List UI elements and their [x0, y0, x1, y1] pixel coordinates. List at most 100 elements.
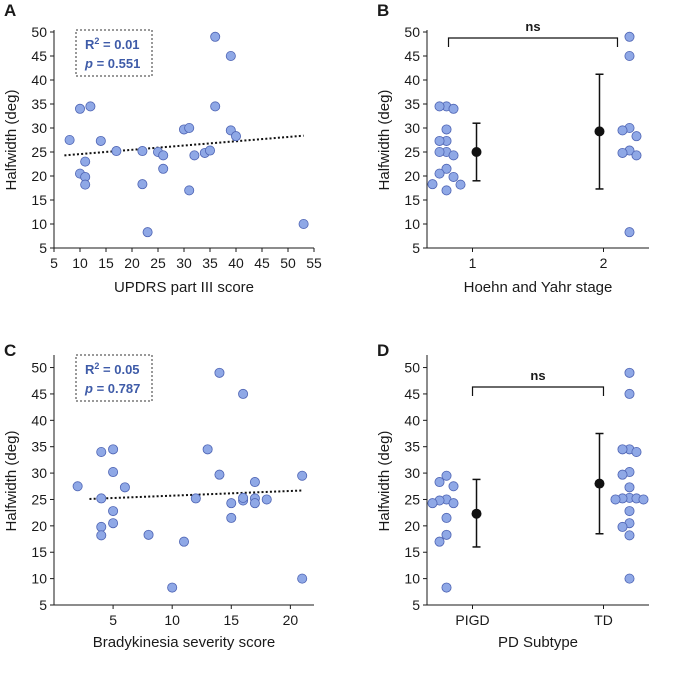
data-point [434, 168, 445, 179]
panel-label: A [4, 1, 16, 20]
y-tick-label: 5 [412, 597, 420, 613]
data-point [137, 179, 148, 190]
mean-marker [471, 508, 482, 519]
data-point [249, 498, 260, 509]
data-point [631, 131, 642, 142]
data-point [624, 530, 635, 541]
data-point [441, 163, 452, 174]
data-point [455, 179, 466, 190]
data-point [108, 506, 119, 517]
mean-marker [471, 147, 482, 157]
y-tick-label: 20 [31, 168, 47, 184]
y-tick-label: 40 [404, 72, 420, 88]
data-point [137, 146, 148, 157]
y-tick-label: 15 [31, 544, 47, 560]
y-tick-label: 45 [404, 48, 420, 64]
y-tick-label: 15 [404, 544, 420, 560]
panel-c: C 5 10 15 20 25 30 35 40 45 50 Halfwidth (deg) Brady… [3, 341, 314, 651]
data-point [624, 227, 635, 238]
x-tick-label: 5 [50, 255, 58, 271]
y-tick-label: 10 [31, 216, 47, 232]
data-point [297, 470, 308, 481]
data-point [617, 521, 628, 532]
y-tick-label: 30 [404, 120, 420, 136]
y-tick-label: 20 [31, 518, 47, 534]
data-point [624, 388, 635, 399]
r-squared-text: R2 = 0.05 [85, 361, 140, 377]
y-tick-label: 25 [404, 144, 420, 160]
x-tick-label: TD [594, 612, 613, 628]
data-point [230, 131, 241, 142]
data-point [441, 124, 452, 135]
data-point [297, 573, 308, 584]
data-point [190, 493, 201, 504]
y-tick-label: 25 [31, 144, 47, 160]
panel-label: D [377, 341, 389, 360]
data-point [142, 227, 153, 238]
data-point [226, 498, 237, 509]
y-tick-label: 15 [404, 192, 420, 208]
data-point [441, 529, 452, 540]
x-tick-label: 30 [176, 255, 192, 271]
x-tick-label: 10 [72, 255, 88, 271]
data-point [96, 493, 107, 504]
data-point [108, 467, 119, 478]
y-axis-label: Halfwidth (deg) [376, 90, 393, 191]
x-tick-label: 25 [150, 255, 166, 271]
p-value-text: p = 0.787 [84, 381, 140, 396]
data-point [238, 492, 249, 503]
data-point [448, 103, 459, 114]
y-tick-label: 5 [39, 240, 47, 256]
x-tick-label: 5 [109, 612, 117, 628]
data-point [617, 469, 628, 480]
data-point [624, 482, 635, 493]
data-point [638, 494, 649, 505]
stats-box [75, 29, 153, 77]
data-point [441, 470, 452, 481]
data-point [189, 150, 200, 161]
significance-bracket [447, 37, 619, 47]
data-point [80, 179, 91, 190]
x-tick-label: 35 [202, 255, 218, 271]
y-tick-label: 10 [404, 216, 420, 232]
data-point [202, 444, 213, 455]
x-tick-label: 2 [600, 255, 608, 271]
data-point [427, 498, 438, 509]
y-tick-label: 30 [31, 465, 47, 481]
data-point [434, 536, 445, 547]
y-axis-label: Halfwidth (deg) [3, 431, 20, 532]
data-point [434, 477, 445, 488]
panel-label: C [4, 341, 16, 360]
data-point [75, 103, 86, 114]
data-point [108, 444, 119, 455]
y-tick-label: 35 [31, 439, 47, 455]
data-point [624, 573, 635, 584]
data-point [249, 477, 260, 488]
data-point [298, 218, 309, 229]
x-axis-label: PD Subtype [498, 634, 578, 651]
data-point [184, 185, 195, 196]
data-point [448, 481, 459, 492]
data-point [64, 134, 75, 145]
stats-box [75, 354, 153, 402]
x-tick-label: 15 [223, 612, 239, 628]
data-point [624, 31, 635, 42]
y-tick-label: 40 [404, 412, 420, 428]
y-axis-label: Halfwidth (deg) [3, 90, 20, 191]
y-tick-label: 35 [31, 96, 47, 112]
data-point [617, 444, 628, 455]
data-point [441, 185, 452, 196]
y-tick-label: 5 [412, 240, 420, 256]
y-tick-label: 20 [404, 168, 420, 184]
y-tick-label: 45 [404, 386, 420, 402]
y-tick-label: 5 [39, 597, 47, 613]
x-tick-label: 10 [164, 612, 180, 628]
x-tick-label: 55 [306, 255, 322, 271]
y-tick-label: 45 [31, 386, 47, 402]
y-tick-label: 15 [31, 192, 47, 208]
x-tick-label: 15 [98, 255, 114, 271]
data-point [448, 498, 459, 509]
y-tick-label: 10 [31, 571, 47, 587]
data-point [261, 494, 272, 505]
data-point [617, 147, 628, 158]
